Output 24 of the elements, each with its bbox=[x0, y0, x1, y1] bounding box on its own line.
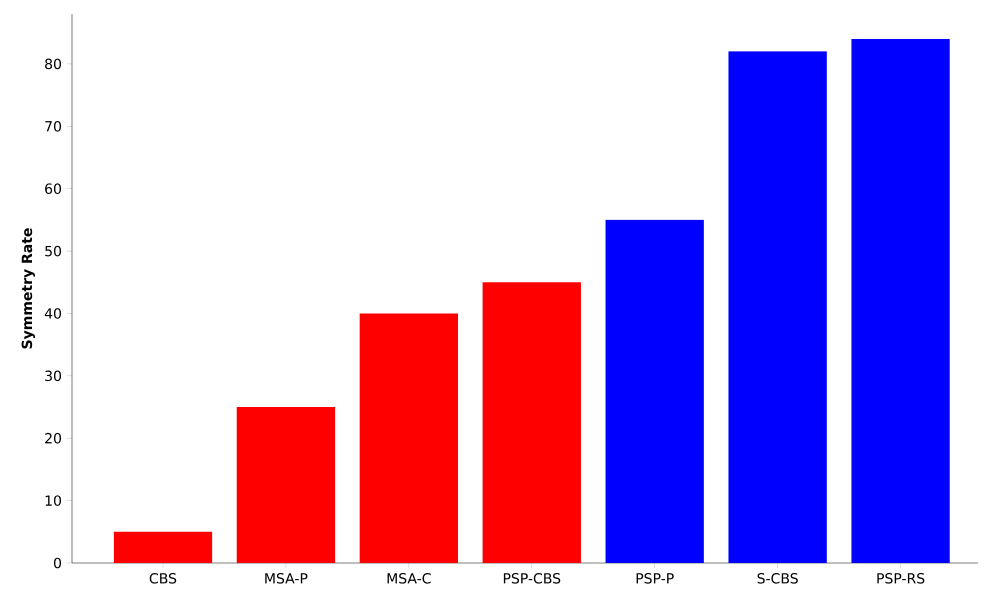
bar bbox=[360, 313, 458, 563]
bar bbox=[851, 38, 950, 563]
bar bbox=[606, 220, 704, 563]
bar bbox=[236, 407, 336, 563]
y-tick-label: 70 bbox=[45, 120, 62, 132]
x-tick-label: PSP-RS bbox=[877, 573, 924, 584]
bar bbox=[114, 532, 212, 563]
y-tick-label: 80 bbox=[45, 58, 62, 70]
y-tick-label: 50 bbox=[45, 246, 62, 256]
x-tick-label: PSP-P bbox=[636, 573, 674, 584]
bar bbox=[482, 282, 581, 563]
x-tick-label: CBS bbox=[150, 573, 176, 584]
x-tick-label: MSA-P bbox=[265, 573, 308, 584]
bar bbox=[728, 51, 827, 563]
y-tick-label: 0 bbox=[54, 558, 62, 568]
y-tick-label: 30 bbox=[45, 370, 62, 382]
x-tick-label: S-CBS bbox=[758, 573, 798, 584]
y-axis-title: Symmetry Rate bbox=[22, 228, 35, 348]
y-tick-label: 40 bbox=[44, 308, 62, 319]
y-tick-label: 60 bbox=[45, 183, 62, 194]
y-tick-label: 20 bbox=[45, 432, 62, 444]
y-tick-label: 10 bbox=[46, 495, 62, 506]
x-tick-label: MSA-C bbox=[388, 573, 431, 584]
x-tick-label: PSP-CBS bbox=[504, 573, 560, 584]
